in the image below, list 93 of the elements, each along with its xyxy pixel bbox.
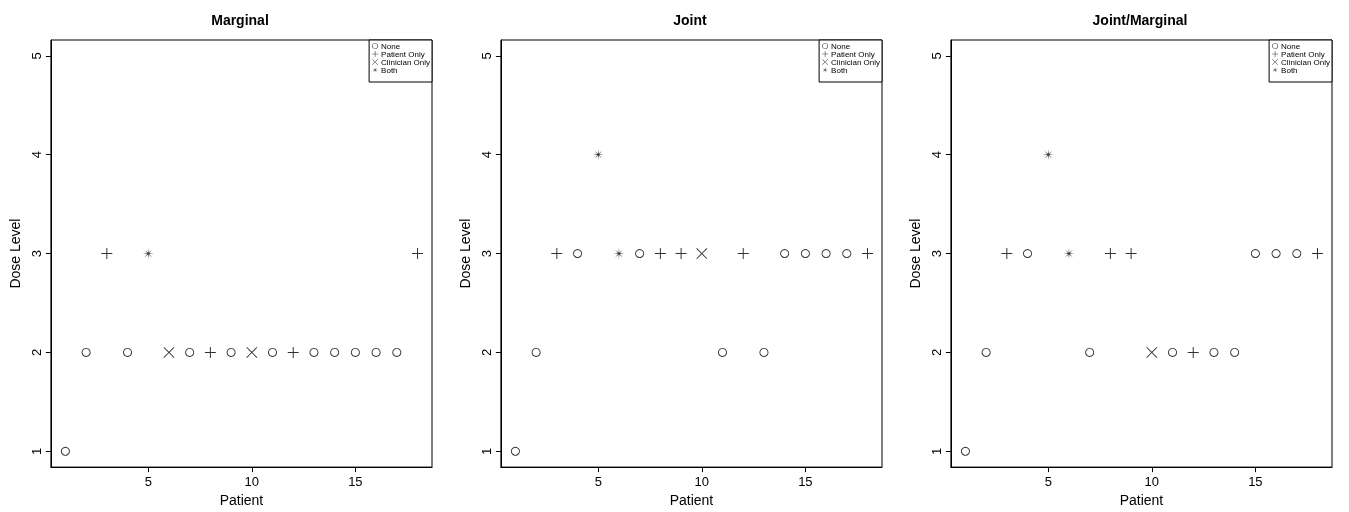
y-tick-label: 5: [478, 52, 494, 60]
point: [1168, 347, 1178, 357]
point: [696, 248, 708, 260]
legend-label: Both: [1281, 65, 1298, 75]
point: [204, 346, 216, 358]
y-tick-label: 1: [928, 447, 944, 455]
point: [226, 347, 236, 357]
y-axis-title: Dose Level: [7, 218, 23, 289]
point: [309, 347, 319, 357]
point: [718, 347, 728, 357]
y-tick-label: 5: [28, 52, 44, 60]
legend-label: Both: [831, 65, 848, 75]
legend-label: None: [381, 41, 401, 51]
point: [1042, 149, 1054, 161]
y-tick-label: 1: [478, 447, 494, 455]
point: [1312, 248, 1323, 260]
x-axis-title: Patient: [669, 492, 714, 508]
y-tick-label: 4: [928, 151, 944, 159]
point: [551, 248, 563, 260]
point: [287, 346, 299, 358]
point: [81, 347, 91, 357]
point: [510, 446, 520, 456]
y-tick-label: 2: [478, 348, 494, 357]
point: [842, 249, 852, 259]
legend-label: Patient Only: [831, 49, 875, 59]
point: [1104, 248, 1116, 260]
y-tick-label: 2: [928, 348, 944, 357]
point: [1230, 347, 1240, 357]
point: [675, 248, 687, 260]
point: [1187, 346, 1199, 358]
point: [1085, 347, 1095, 357]
x-tick-label: 10: [1144, 474, 1160, 490]
point: [862, 248, 873, 260]
legend-label: Both: [381, 65, 398, 75]
legend-label: Patient Only: [1281, 49, 1325, 59]
y-tick-label: 3: [928, 249, 944, 258]
point: [246, 346, 258, 358]
point: [412, 248, 423, 260]
y-tick-label: 1: [28, 447, 44, 455]
point: [350, 347, 360, 357]
y-axis-title: Dose Level: [907, 218, 923, 289]
point: [1250, 249, 1260, 259]
point: [1023, 249, 1033, 259]
y-axis-title: Dose Level: [457, 218, 473, 289]
x-tick-label: 10: [244, 474, 260, 490]
point: [960, 446, 970, 456]
point: [1125, 248, 1137, 260]
point: [101, 248, 113, 260]
point: [392, 347, 402, 357]
x-tick-label: 15: [348, 474, 363, 490]
y-tick-label: 4: [478, 151, 494, 159]
y-tick-label: 5: [928, 52, 944, 60]
point: [371, 347, 381, 357]
y-tick-label: 2: [28, 348, 44, 357]
x-tick-label: 10: [694, 474, 710, 490]
point: [268, 347, 278, 357]
point: [737, 248, 749, 260]
point: [780, 249, 790, 259]
x-tick-label: 5: [1044, 474, 1052, 490]
point: [1146, 346, 1158, 358]
y-tick-label: 3: [28, 249, 44, 258]
legend-label: Clinician Only: [381, 57, 430, 67]
point: [163, 346, 175, 358]
point: [123, 347, 133, 357]
point: [592, 149, 604, 161]
point: [1001, 248, 1013, 260]
y-tick-label: 3: [478, 249, 494, 258]
point: [654, 248, 666, 260]
y-tick-label: 4: [28, 151, 44, 159]
legend-label: Clinician Only: [831, 57, 880, 67]
legend-label: Patient Only: [381, 49, 425, 59]
point: [330, 347, 340, 357]
x-tick-label: 15: [1248, 474, 1263, 490]
x-axis-title: Patient: [1119, 492, 1164, 508]
point: [981, 347, 991, 357]
point: [573, 249, 583, 259]
point: [531, 347, 541, 357]
x-tick-label: 5: [144, 474, 152, 490]
x-tick-label: 15: [798, 474, 813, 490]
x-axis-title: Patient: [219, 492, 264, 508]
legend-label: None: [831, 41, 851, 51]
chart-title: Marginal: [211, 12, 269, 28]
chart-title: Joint/Marginal: [1092, 12, 1188, 28]
point: [1209, 347, 1219, 357]
legend-label: Clinician Only: [1281, 57, 1330, 67]
point: [1292, 249, 1302, 259]
legend-label: None: [1281, 41, 1301, 51]
point: [185, 347, 195, 357]
point: [800, 249, 810, 259]
point: [635, 249, 645, 259]
point: [60, 446, 70, 456]
chart-title: Joint: [673, 12, 708, 28]
x-tick-label: 5: [594, 474, 602, 490]
